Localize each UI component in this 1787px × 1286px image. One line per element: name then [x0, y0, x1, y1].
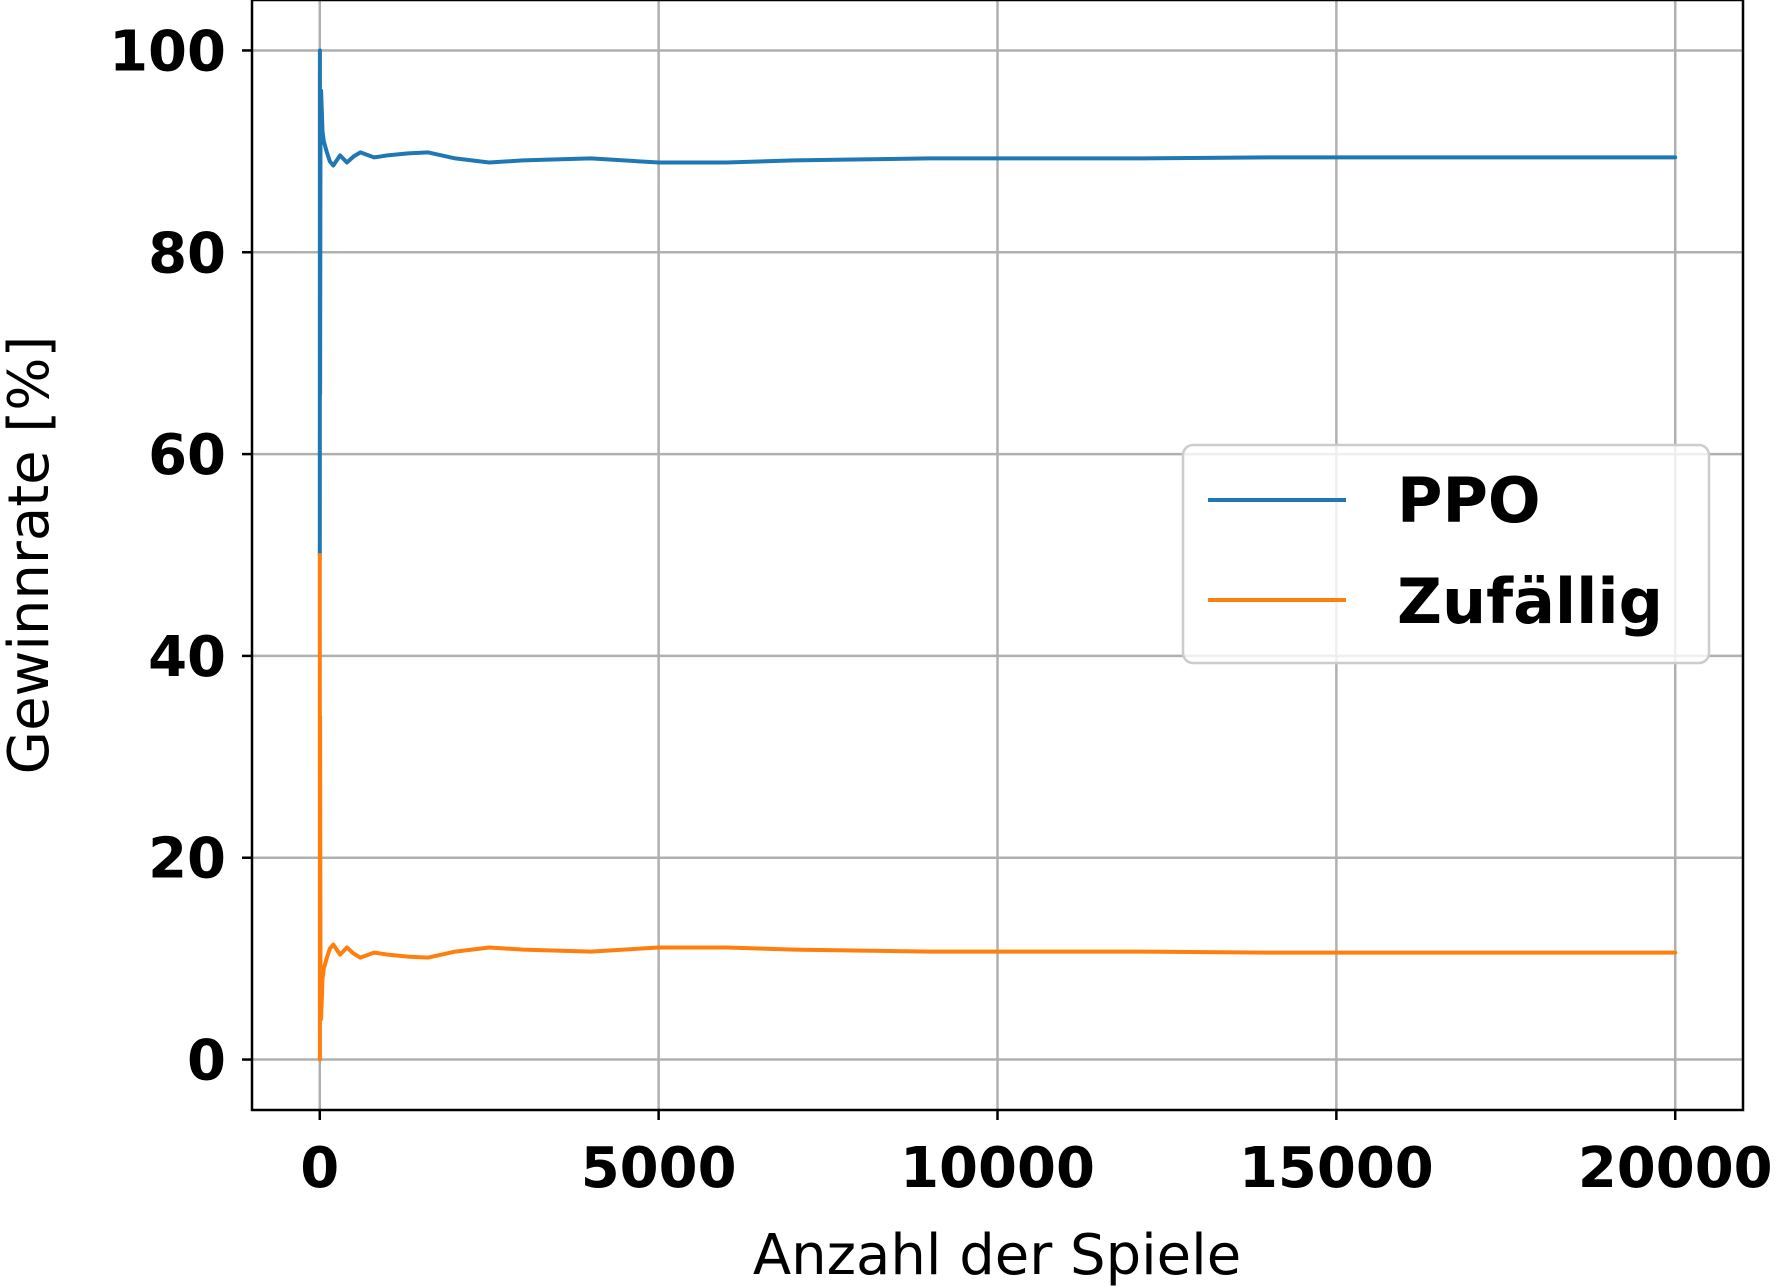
y-tick-label: 60: [148, 423, 226, 488]
legend-label-zufaellig: Zufällig: [1397, 565, 1663, 638]
y-axis-label: Gewinnrate [%]: [0, 336, 62, 775]
series-line-ppo: [317, 48, 1678, 557]
x-tick-label: 0: [300, 1136, 339, 1201]
y-tick-label: 80: [148, 221, 226, 286]
y-tick-label: 0: [187, 1029, 226, 1094]
x-tick-label: 10000: [900, 1136, 1095, 1201]
y-tick-label: 20: [148, 827, 226, 892]
series-line-zufaellig: [317, 553, 1678, 1062]
x-axis-label: Anzahl der Spiele: [753, 1223, 1241, 1286]
y-axis-ticks: 0 20 40 60 80 100: [109, 19, 252, 1094]
x-tick-label: 20000: [1578, 1136, 1773, 1201]
x-axis-ticks: 0 5000 10000 15000 20000: [300, 1110, 1773, 1201]
y-tick-label: 40: [148, 625, 226, 690]
series-lines: [317, 48, 1678, 1062]
x-tick-label: 15000: [1239, 1136, 1434, 1201]
y-tick-label: 100: [109, 19, 226, 84]
legend: PPO Zufällig: [1181, 443, 1711, 665]
legend-label-ppo: PPO: [1397, 464, 1541, 537]
x-tick-label: 5000: [581, 1136, 737, 1201]
